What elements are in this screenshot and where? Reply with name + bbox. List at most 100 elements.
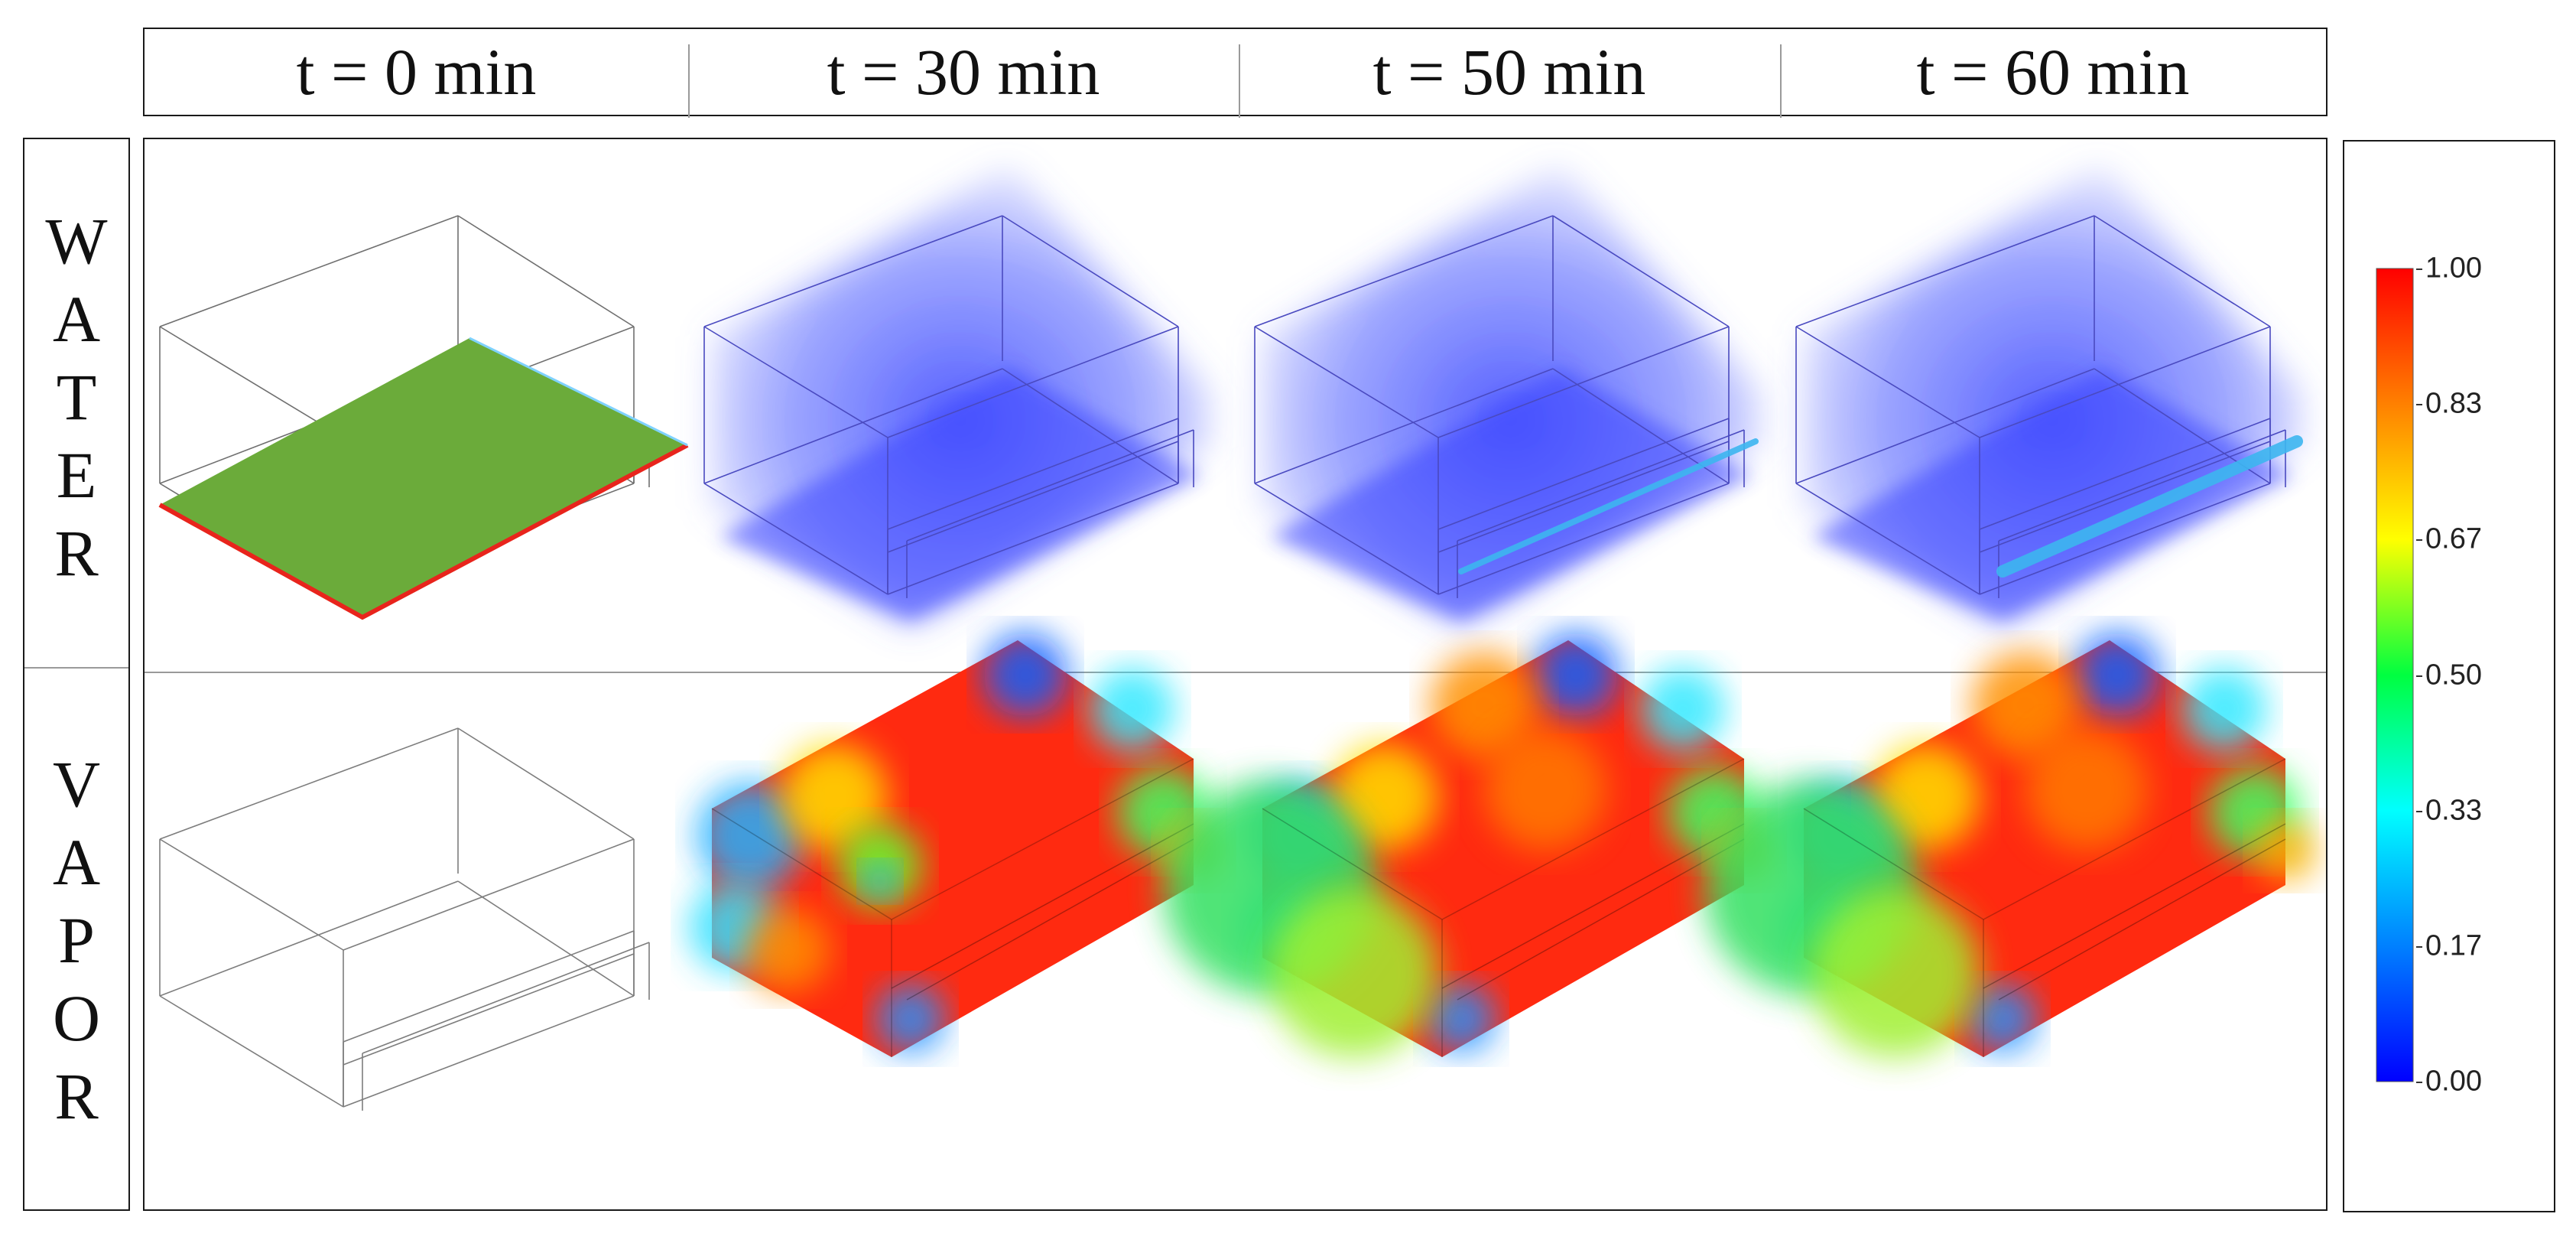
wireframe-edge [1795,368,2095,484]
row-label-letter: A [52,825,101,899]
colorbar-tick-mark [2416,810,2422,812]
wireframe-edge [1254,368,1554,484]
row-label-letter: R [54,1059,99,1133]
colorbar-tick-mark [2416,1082,2422,1083]
colorbar-strip [2376,268,2414,1082]
wireframe-edge [703,483,888,595]
wireframe-edge [457,880,635,997]
header-t0: t = 0 min [296,35,537,109]
vapor-region [746,908,830,992]
vapor-region [2075,633,2159,717]
header-divider [1780,44,1782,118]
wireframe-edge [457,727,635,840]
wireframe-edge [343,838,635,951]
row-labels: W A T E R V A P O R [23,138,130,1211]
colorbar [2376,268,2414,1082]
vapor-region [1534,633,1618,717]
row-divider [24,667,128,669]
channel-edge [1437,418,1730,530]
vapor-region [876,984,945,1053]
header-t50: t = 50 min [1372,35,1646,109]
wireframe-edge [1803,758,2286,920]
wireframe-edge [1979,326,2271,438]
vapor-region [2182,667,2266,751]
channel-edge [1457,838,1745,1001]
colorbar-tick-label: 0.33 [2425,794,2482,827]
wireframe-edge [1262,758,1745,920]
header-divider [1239,44,1240,118]
channel-edge [362,942,650,1054]
colorbar-tick-label: 0.83 [2425,387,2482,420]
wireframe-edge [1437,326,1730,438]
vapor-region [1484,728,1606,851]
channel-edge [906,429,1194,542]
wireframe-edge [1254,215,1554,327]
row-label-letter: E [56,438,97,512]
wireframe-edge [159,727,459,840]
row-label-letter: R [54,516,99,590]
channel-edge [343,953,635,1066]
water-floor [1811,369,2293,621]
channel-edge [1979,418,2271,530]
wireframe-edge [1795,326,1980,438]
channel-edge [1437,441,1730,553]
vapor-region [863,864,897,898]
channel-edge [343,930,635,1043]
water-floor [1270,369,1752,621]
row-label-letter: A [52,282,101,356]
wireframe-edge [1979,483,2271,595]
water-pool [1458,438,1759,574]
colorbar-tick-mark [2416,539,2422,542]
vapor-field-panel [1704,633,2316,1057]
row-label-letter: P [58,903,95,977]
channel-edge [891,823,1194,989]
wireframe-edge [159,326,344,438]
vapor-region [1431,652,1538,759]
water-layer-edge [469,337,688,447]
wireframe-edge [1437,483,1730,595]
row-label-water: W A T E R [24,208,128,598]
vapor-region [1873,744,1980,851]
vapor-region [1972,652,2079,759]
vapor-region [1427,984,1496,1053]
vapor-region [697,782,804,889]
header-t60: t = 60 min [1916,35,2190,109]
wireframe-edge [1552,215,1730,327]
vapor-region [983,633,1067,717]
channel-edge [887,441,1179,553]
row-label-letter: W [45,204,108,278]
colorbar-panel: 1.00 0.83 0.67 0.50 0.33 0.17 0.00 [2343,140,2555,1212]
colorbar-tick-mark [2416,404,2422,406]
time-header: t = 0 min t = 30 min t = 50 min t = 60 m… [143,28,2327,118]
wireframe-edge [159,880,459,997]
vapor-region [2255,820,2316,881]
colorbar-tick-label: 0.17 [2425,929,2482,962]
water-volume-panel [1254,166,1759,629]
wireframe-edge [159,995,344,1108]
channel-edge [887,418,1179,530]
vapor-region [2025,728,2148,851]
colorbar-tick-mark [2416,268,2422,270]
wireframe-edge [703,326,888,438]
wireframe-edge [703,215,1003,327]
channel-edge [1998,838,2286,1001]
water-floor [720,369,1201,621]
wireframe-edge [703,368,1003,484]
wireframe-edge [1795,215,2095,327]
colorbar-tick-mark [2416,945,2422,948]
water-volume-panel [1795,166,2303,629]
colorbar-tick-mark [2416,675,2422,677]
header-divider [688,44,690,118]
wireframe-edge [1254,326,1439,438]
channel-edge [1457,429,1745,542]
water-layer-edge [158,443,689,620]
colorbar-tick-label: 0.00 [2425,1065,2482,1098]
grid-row-divider [145,672,2326,673]
vapor-region [1968,984,2037,1053]
water-layer-top [160,338,687,617]
colorbar-tick-label: 0.50 [2425,659,2482,691]
row-label-letter: V [52,747,101,821]
channel-edge [1979,441,2271,553]
wireframe-edge [1254,483,1439,595]
channel-edge [1441,823,1745,989]
